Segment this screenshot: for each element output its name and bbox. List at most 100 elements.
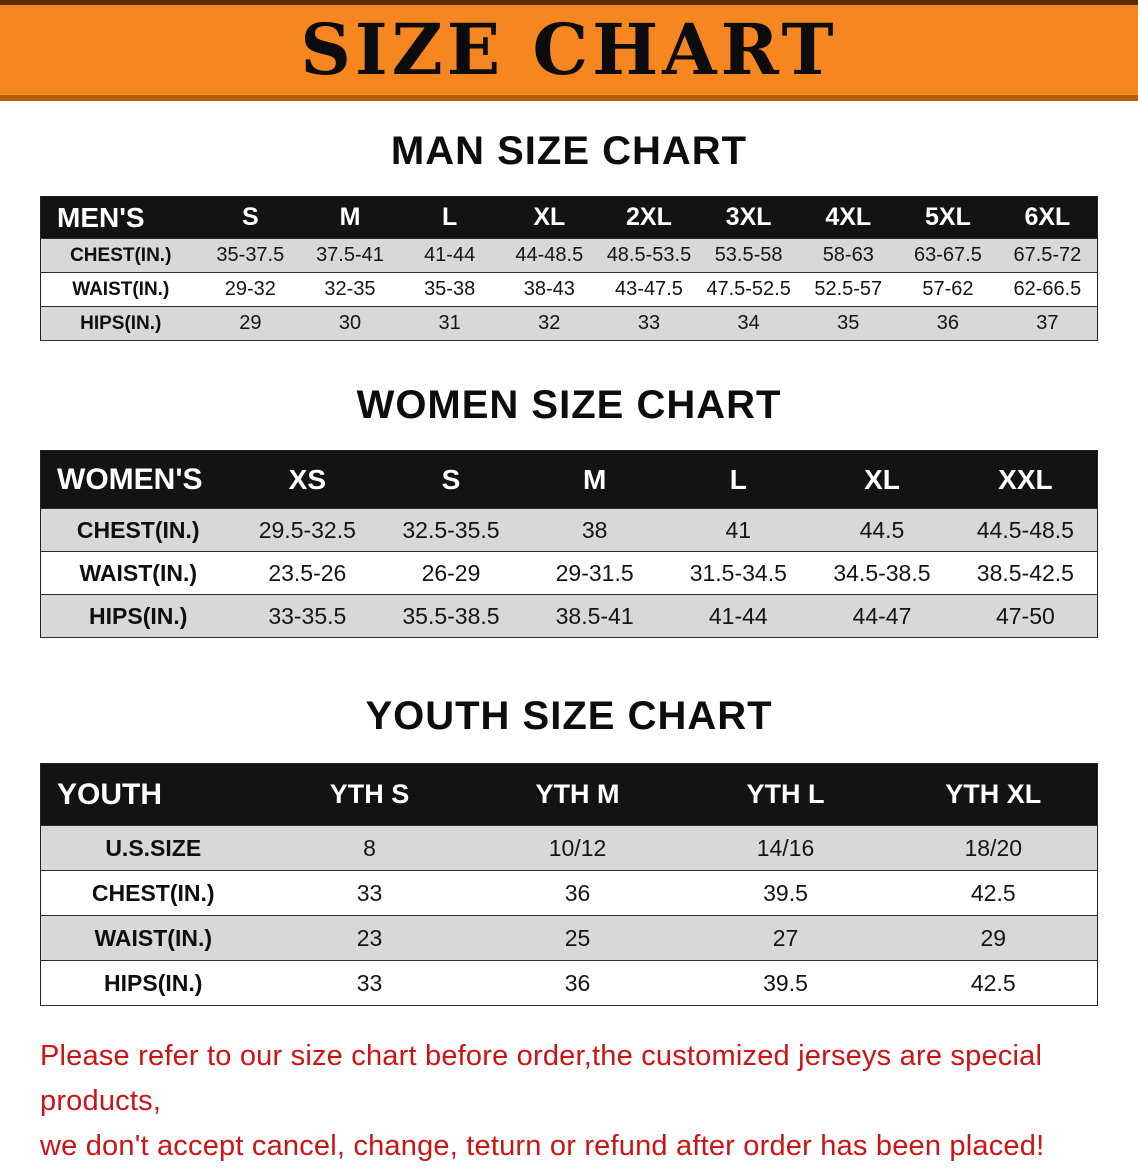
youth-waist-row: WAIST(IN.) 23 25 27 29 [40,915,1098,961]
size-cell: 29 [980,924,1007,951]
men-section: MAN SIZE CHART MEN'S S M L XL 2XL 3XL 4X… [0,129,1138,341]
size-cell: 41-44 [708,602,768,629]
size-cell: 8 [363,834,376,861]
youth-hips-row: HIPS(IN.) 33 36 39.5 42.5 [40,960,1098,1006]
youth-section: YOUTH SIZE CHART YOUTH YTH S YTH M YTH L… [0,694,1138,1006]
row-label: CHEST(IN.) [91,879,215,906]
size-cell: 30 [338,312,362,334]
youth-chest-row: CHEST(IN.) 33 36 39.5 42.5 [40,870,1098,916]
size-cell: 52.5-57 [814,278,883,300]
size-cell: 42.5 [970,879,1016,906]
men-section-heading: MAN SIZE CHART [390,129,748,173]
size-cell: 26-29 [421,559,481,586]
size-cell: 31.5-34.5 [689,559,787,586]
size-cell: 29.5-32.5 [258,516,356,543]
youth-ussize-row: U.S.SIZE 8 10/12 14/16 18/20 [40,825,1098,871]
size-column-header: XXL [998,463,1053,495]
youth-section-heading: YOUTH SIZE CHART [365,694,773,738]
row-label: CHEST(IN.) [70,244,172,266]
size-cell: 41 [725,516,752,543]
women-section: WOMEN SIZE CHART WOMEN'S XS S M L XL XXL… [0,383,1138,638]
size-column-header: 2XL [626,203,672,231]
size-cell: 63-67.5 [914,244,982,266]
size-column-header: S [441,463,461,495]
size-cell: 32 [538,312,561,334]
row-label: WAIST(IN.) [72,278,170,300]
size-cell: 53.5-58 [714,244,783,266]
notice-line-1: Please refer to our size chart before or… [40,1040,1043,1117]
size-column-header: YTH M [535,779,620,809]
size-cell: 32-35 [324,278,376,300]
row-label: HIPS(IN.) [89,602,188,629]
women-waist-row: WAIST(IN.) 23.5-26 26-29 29-31.5 31.5-34… [40,551,1098,595]
women-section-heading: WOMEN SIZE CHART [356,383,782,427]
size-cell: 35-38 [424,278,476,300]
youth-size-table: YOUTH YTH S YTH M YTH L YTH XL U.S.SIZE … [40,763,1098,1006]
women-chest-row: CHEST(IN.) 29.5-32.5 32.5-35.5 38 41 44.… [40,508,1098,552]
row-label: WAIST(IN.) [94,924,213,951]
size-cell: 44-47 [852,602,912,629]
page-title: SIZE CHART [300,8,838,91]
size-cell: 38 [581,516,608,543]
row-label: U.S.SIZE [105,834,202,861]
size-cell: 42.5 [970,969,1016,996]
size-cell: 34.5-38.5 [833,559,931,586]
size-column-header: YTH XL [945,779,1042,809]
size-cell: 47.5-52.5 [706,278,791,300]
youth-header-row: YOUTH YTH S YTH M YTH L YTH XL [40,763,1098,826]
men-header-row: MEN'S S M L XL 2XL 3XL 4XL 5XL 6XL [40,196,1098,239]
size-cell: 32.5-35.5 [402,516,500,543]
size-cell: 29 [239,312,262,334]
size-cell: 23 [356,924,383,951]
size-cell: 62-66.5 [1013,278,1082,300]
size-cell: 58-63 [822,244,874,266]
size-cell: 39.5 [763,879,808,906]
size-column-header: YTH L [746,779,825,809]
size-cell: 33 [356,969,383,996]
size-cell: 35.5-38.5 [402,602,500,629]
size-cell: 38-43 [523,278,575,300]
men-size-table: MEN'S S M L XL 2XL 3XL 4XL 5XL 6XL CHEST… [40,196,1098,341]
size-cell: 36 [936,312,960,334]
size-cell: 10/12 [548,834,607,861]
youth-corner-label: YOUTH [57,777,162,811]
women-hips-row: HIPS(IN.) 33-35.5 35.5-38.5 38.5-41 41-4… [40,594,1098,638]
size-cell: 33 [356,879,383,906]
size-column-header: M [582,463,607,495]
women-corner-label: WOMEN'S [57,462,203,496]
size-cell: 67.5-72 [1013,244,1082,266]
women-header-row: WOMEN'S XS S M L XL XXL [40,450,1098,509]
size-cell: 33-35.5 [268,602,347,629]
row-label: WAIST(IN.) [79,559,198,586]
row-label: HIPS(IN.) [80,312,162,334]
row-label: HIPS(IN.) [104,969,203,996]
size-cell: 34 [737,312,760,334]
men-hips-row: HIPS(IN.) 29 30 31 32 33 34 35 36 37 [40,306,1098,341]
size-cell: 38.5-41 [555,602,634,629]
size-cell: 25 [564,924,591,951]
size-cell: 48.5-53.5 [606,244,692,266]
size-cell: 37 [1036,312,1059,334]
size-column-header: YTH S [329,779,410,809]
size-column-header: L [729,463,747,495]
size-cell: 35-37.5 [216,244,285,266]
size-cell: 36 [564,879,591,906]
notice-line-2: we don't accept cancel, change, teturn o… [40,1129,1045,1162]
size-cell: 23.5-26 [268,559,347,586]
size-column-header: S [241,203,259,231]
size-column-header: XS [288,463,326,495]
men-waist-row: WAIST(IN.) 29-32 32-35 35-38 38-43 43-47… [40,272,1098,307]
women-size-table: WOMEN'S XS S M L XL XXL CHEST(IN.) 29.5-… [40,450,1098,638]
size-column-header: XL [864,463,900,495]
size-cell: 47-50 [995,602,1055,629]
size-cell: 29-31.5 [555,559,634,586]
size-column-header: L [442,203,458,231]
size-column-header: 6XL [1024,203,1071,231]
size-cell: 18/20 [964,834,1023,861]
size-column-header: XL [533,203,566,231]
size-cell: 44-48.5 [515,244,584,266]
size-cell: 57-62 [922,278,974,300]
size-cell: 33 [637,312,661,334]
size-cell: 35 [837,312,860,334]
